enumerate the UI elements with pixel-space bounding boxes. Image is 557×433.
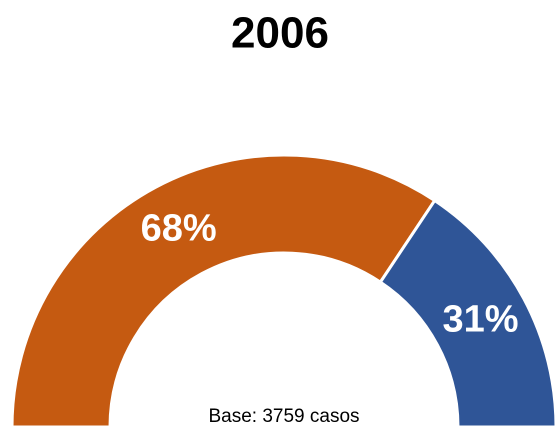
annotation: Base: 3759 casos — [208, 406, 359, 427]
value-label: 68% — [141, 207, 217, 249]
segment — [378, 198, 557, 429]
chart-title: 2006 — [231, 9, 329, 58]
segment — [10, 153, 437, 429]
value-label: 31% — [443, 299, 519, 341]
